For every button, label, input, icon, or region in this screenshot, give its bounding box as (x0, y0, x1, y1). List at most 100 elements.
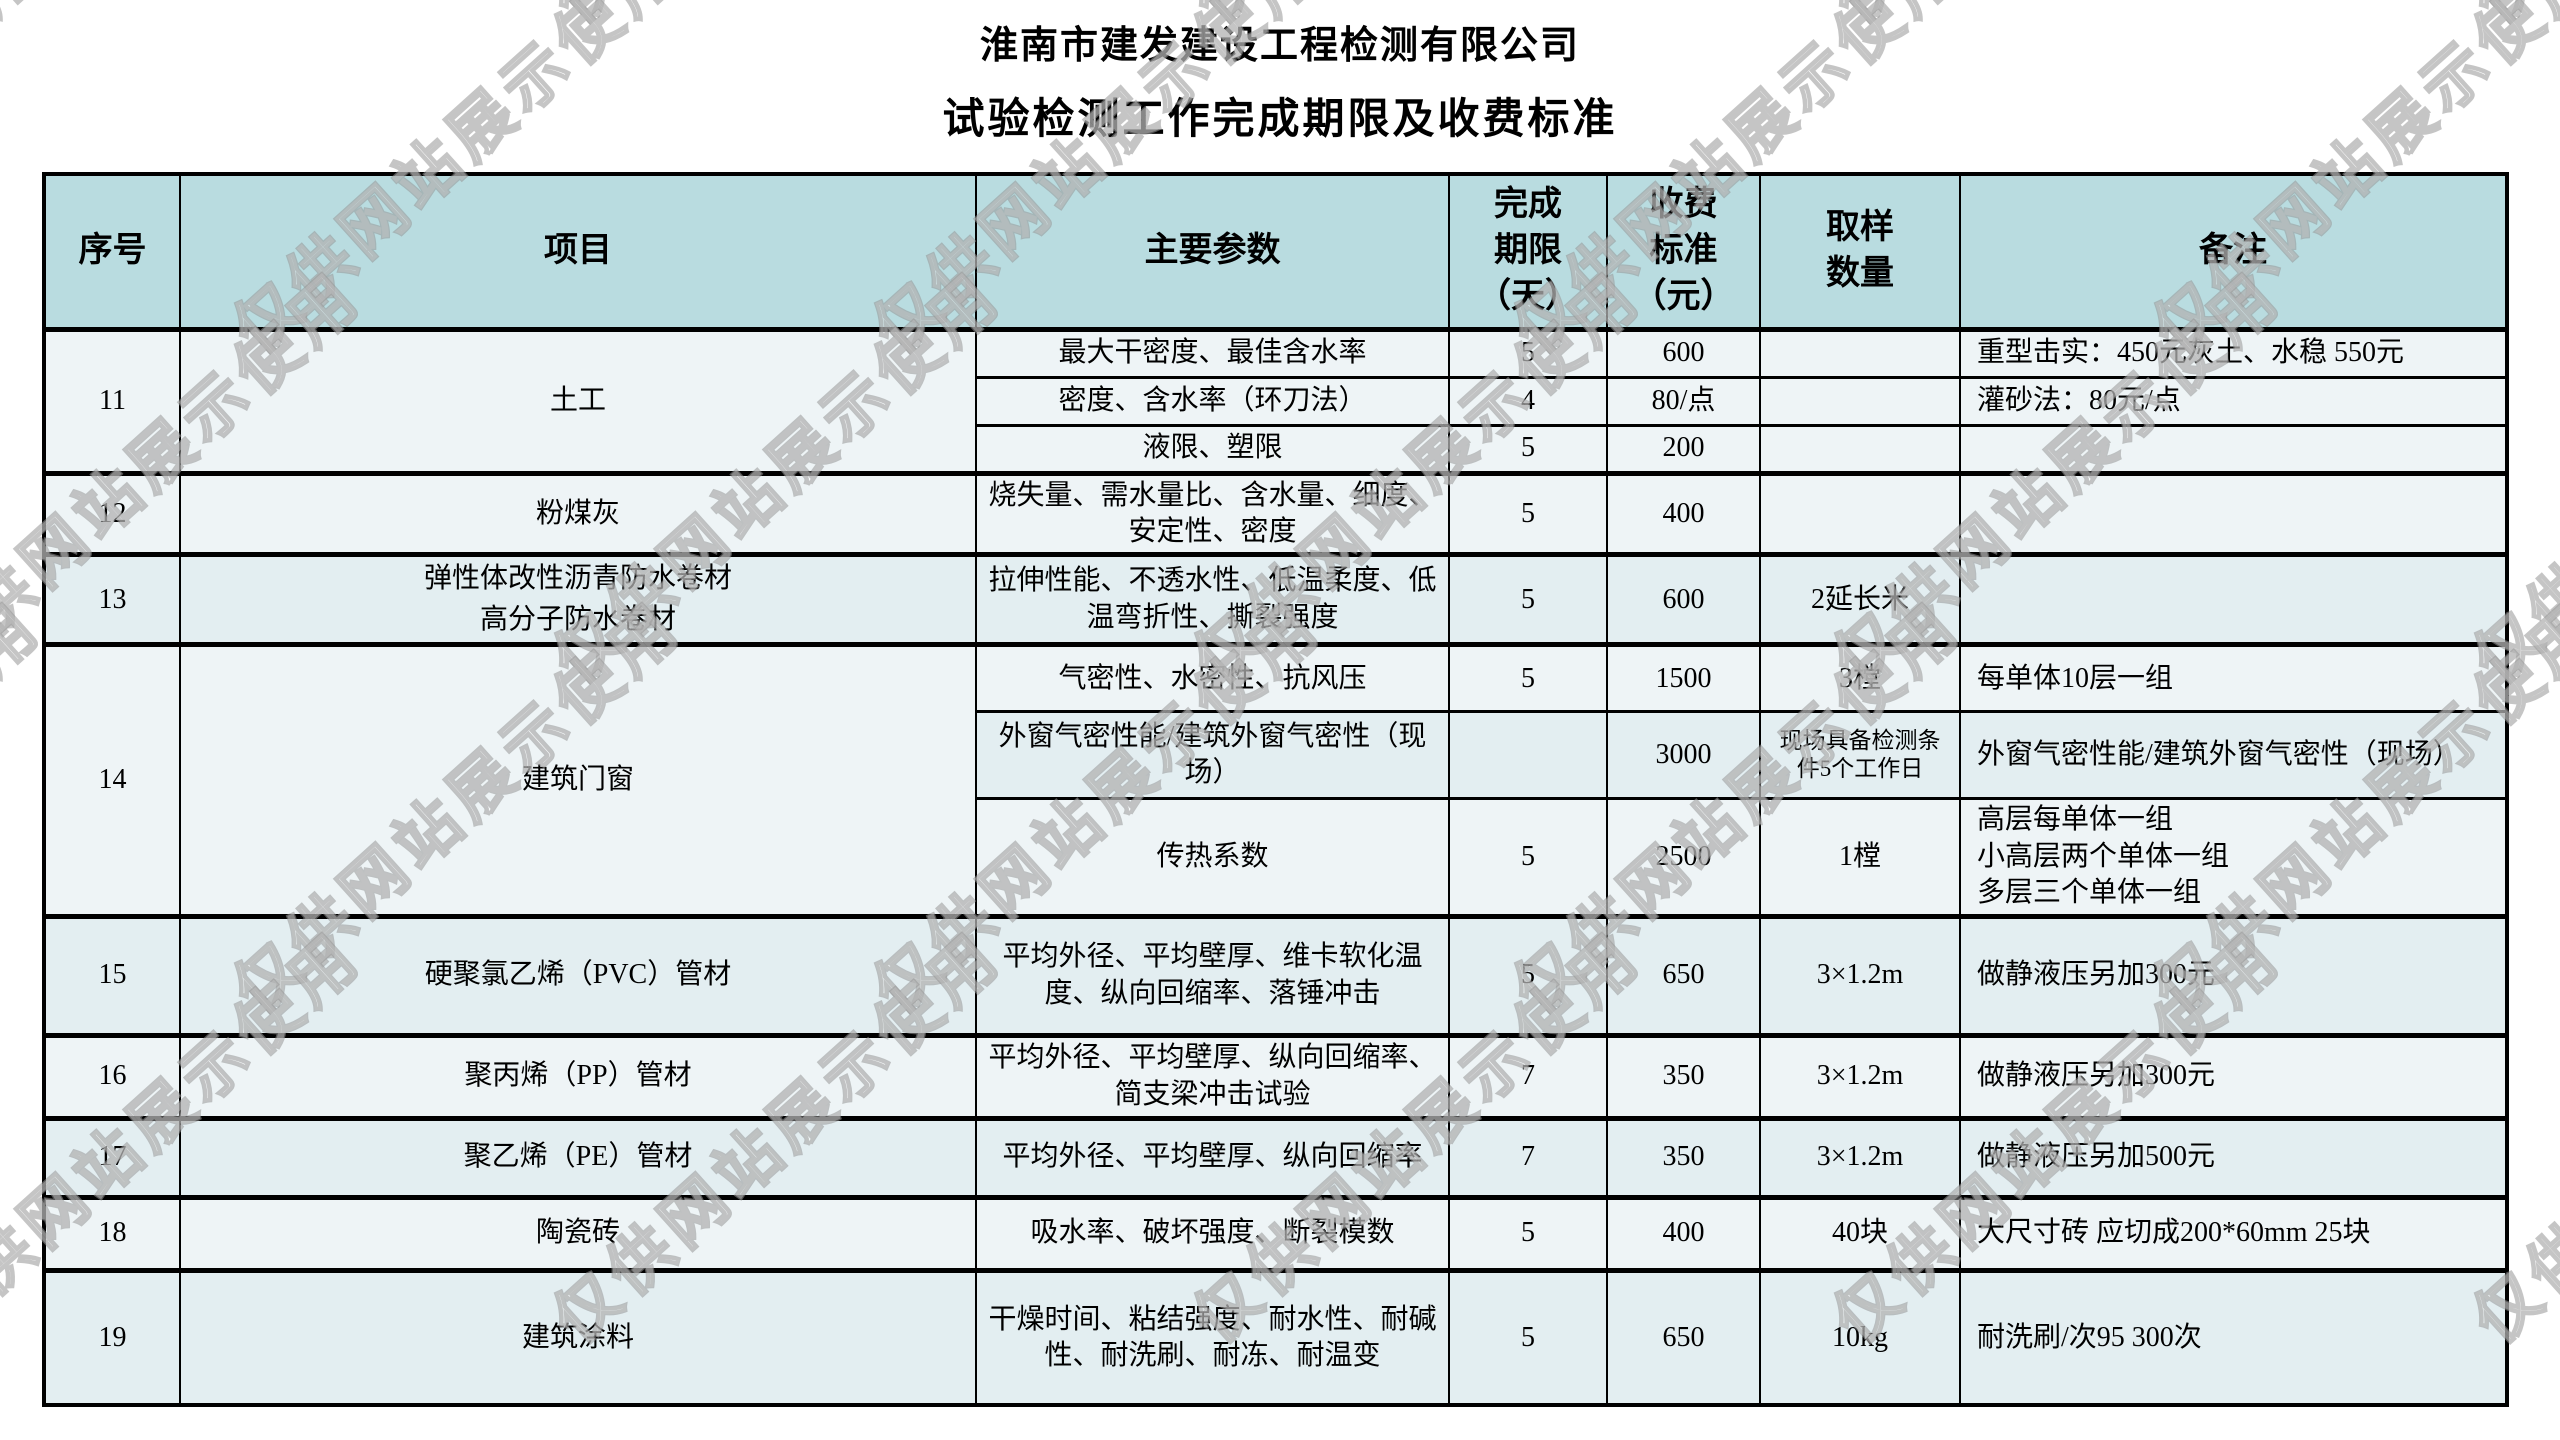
col-header-sample: 取样 数量 (1759, 173, 1961, 331)
cell-days: 5 (1448, 797, 1608, 918)
cell-serial: 15 (43, 913, 181, 1037)
cell-remark: 灌砂法：80元/点 (1959, 375, 2508, 426)
table-row: 16 聚丙烯（PP）管材 平均外径、平均壁厚、纵向回缩率、简支梁冲击试验 7 350 3×… (43, 1032, 2508, 1120)
cell-serial: 14 (43, 642, 181, 918)
cell-params: 平均外径、平均壁厚、纵向回缩率 (975, 1115, 1450, 1199)
cell-remark: 高层每单体一组 小高层两个单体一组 多层三个单体一组 (1959, 797, 2508, 918)
cell-params: 烧失量、需水量比、含水量、细度、安定性、密度 (975, 470, 1450, 556)
cell-days: 5 (1448, 1194, 1608, 1272)
table-row: 12 粉煤灰 烧失量、需水量比、含水量、细度、安定性、密度 5 400 (43, 470, 2508, 556)
cell-days (1448, 710, 1608, 800)
cell-serial: 17 (43, 1115, 181, 1199)
table-row: 18 陶瓷砖 吸水率、破坏强度、断裂模数 5 400 40块 大尺寸砖 应切成200*60m… (43, 1194, 2508, 1272)
col-header-params: 主要参数 (975, 173, 1450, 331)
cell-fee: 400 (1606, 1194, 1761, 1272)
cell-item: 陶瓷砖 (179, 1194, 977, 1272)
table-row: 密度、含水率（环刀法） 4 80/点 灌砂法：80元/点 (44, 375, 2508, 426)
table-row: 17 聚乙烯（PE）管材 平均外径、平均壁厚、纵向回缩率 7 350 3×1.2m 做静液压… (43, 1115, 2508, 1199)
cell-remark: 耐洗刷/次95 300次 (1959, 1267, 2508, 1407)
cell-remark: 大尺寸砖 应切成200*60mm 25块 (1959, 1194, 2508, 1272)
cell-sample: 40块 (1759, 1194, 1961, 1272)
cell-item: 聚乙烯（PE）管材 (179, 1115, 977, 1199)
cell-fee: 2500 (1606, 797, 1761, 918)
table-row: 14 建筑门窗 气密性、水密性、抗风压 5 1500 3樘 每单体10层一组 (43, 642, 2508, 918)
cell-params: 密度、含水率（环刀法） (975, 375, 1450, 426)
cell-sample (1759, 375, 1961, 426)
cell-params: 外窗气密性能/建筑外窗气密性（现场） (975, 710, 1450, 800)
cell-remark (1959, 470, 2508, 556)
cell-sample: 3樘 (1759, 642, 1961, 713)
cell-fee: 80/点 (1606, 375, 1761, 426)
cell-params: 最大干密度、最佳含水率 (975, 326, 1450, 378)
cell-fee: 350 (1606, 1032, 1761, 1120)
cell-fee: 200 (1606, 423, 1761, 474)
table-row: 液限、塑限 5 200 (44, 423, 2508, 474)
cell-sample (1759, 326, 1961, 378)
cell-sample: 3×1.2m (1759, 913, 1961, 1037)
cell-params: 干燥时间、粘结强度、耐水性、耐碱性、耐洗刷、耐冻、耐温变 (975, 1267, 1450, 1407)
cell-params: 液限、塑限 (975, 423, 1450, 474)
cell-sample: 3×1.2m (1759, 1032, 1961, 1120)
cell-serial: 19 (43, 1267, 181, 1407)
table-body: 11 土工 最大干密度、最佳含水率 5 600 重型击实：450元灰土、水稳 550元 密度… (43, 326, 2508, 1407)
cell-item: 聚丙烯（PP）管材 (179, 1032, 977, 1120)
cell-fee: 400 (1606, 470, 1761, 556)
table-row: 传热系数 5 2500 1樘 高层每单体一组 小高层两个单体一组 多层三个单体一组 (44, 797, 2508, 918)
fee-standard-table: 序号 项目 主要参数 完成 期限 （天） 收费 标准 （元） 取样 数量 备注 … (42, 172, 2509, 1408)
cell-item: 硬聚氯乙烯（PVC）管材 (179, 913, 977, 1037)
cell-remark: 重型击实：450元灰土、水稳 550元 (1959, 326, 2508, 378)
cell-params: 吸水率、破坏强度、断裂模数 (975, 1194, 1450, 1272)
cell-serial: 11 (43, 326, 181, 474)
cell-days: 5 (1448, 326, 1608, 378)
cell-fee: 650 (1606, 913, 1761, 1037)
cell-days: 5 (1448, 552, 1608, 646)
cell-sample: 10kg (1759, 1267, 1961, 1407)
cell-sample (1759, 423, 1961, 474)
table-row: 外窗气密性能/建筑外窗气密性（现场） 3000 现场具备检测条件5个工作日 外窗气密性… (44, 710, 2508, 800)
cell-serial: 16 (43, 1032, 181, 1120)
cell-days: 5 (1448, 423, 1608, 474)
cell-params: 拉伸性能、不透水性、低温柔度、低温弯折性、撕裂强度 (975, 552, 1450, 646)
table-row: 13 弹性体改性沥青防水卷材 高分子防水卷材 拉伸性能、不透水性、低温柔度、低温弯折… (43, 552, 2508, 646)
cell-remark: 做静液压另加300元 (1959, 913, 2508, 1037)
cell-fee: 3000 (1606, 710, 1761, 800)
cell-params: 平均外径、平均壁厚、纵向回缩率、简支梁冲击试验 (975, 1032, 1450, 1120)
cell-remark: 做静液压另加300元 (1959, 1032, 2508, 1120)
cell-fee: 350 (1606, 1115, 1761, 1199)
cell-params: 平均外径、平均壁厚、维卡软化温度、纵向回缩率、落锤冲击 (975, 913, 1450, 1037)
col-header-item: 项目 (179, 173, 977, 331)
cell-fee: 600 (1606, 552, 1761, 646)
cell-item: 建筑门窗 (179, 642, 977, 918)
cell-item: 建筑涂料 (179, 1267, 977, 1407)
cell-days: 5 (1448, 470, 1608, 556)
cell-days: 5 (1448, 642, 1608, 713)
cell-fee: 650 (1606, 1267, 1761, 1407)
cell-serial: 18 (43, 1194, 181, 1272)
cell-serial: 12 (43, 470, 181, 556)
cell-sample: 1樘 (1759, 797, 1961, 918)
cell-days: 5 (1448, 1267, 1608, 1407)
cell-item: 土工 (179, 326, 977, 474)
cell-days: 7 (1448, 1032, 1608, 1120)
page-title: 试验检测工作完成期限及收费标准 (942, 97, 1618, 143)
cell-remark: 外窗气密性能/建筑外窗气密性（现场） (1959, 710, 2508, 800)
col-header-remark: 备注 (1959, 173, 2508, 331)
cell-sample (1759, 470, 1961, 556)
cell-remark (1959, 552, 2508, 646)
cell-sample: 3×1.2m (1759, 1115, 1961, 1199)
cell-fee: 600 (1606, 326, 1761, 378)
col-header-serial: 序号 (43, 173, 181, 331)
cell-item: 粉煤灰 (179, 470, 977, 556)
col-header-days: 完成 期限 （天） (1448, 173, 1608, 331)
document-header: 淮南市建发建设工程检测有限公司 试验检测工作完成期限及收费标准 (0, 0, 2560, 146)
cell-remark: 每单体10层一组 (1959, 642, 2508, 713)
table-header-row: 序号 项目 主要参数 完成 期限 （天） 收费 标准 （元） 取样 数量 备注 (43, 173, 2508, 331)
table-row: 19 建筑涂料 干燥时间、粘结强度、耐水性、耐碱性、耐洗刷、耐冻、耐温变 5 650 10… (43, 1267, 2508, 1407)
cell-params: 传热系数 (975, 797, 1450, 918)
cell-serial: 13 (43, 552, 181, 646)
cell-days: 4 (1448, 375, 1608, 426)
cell-days: 5 (1448, 913, 1608, 1037)
cell-days: 7 (1448, 1115, 1608, 1199)
cell-fee: 1500 (1606, 642, 1761, 713)
company-title: 淮南市建发建设工程检测有限公司 (979, 25, 1580, 67)
